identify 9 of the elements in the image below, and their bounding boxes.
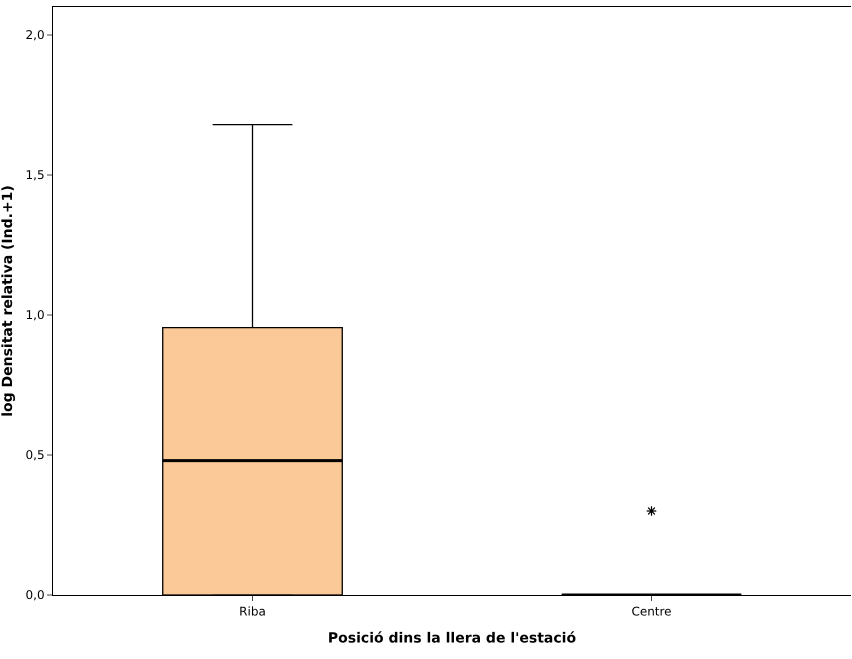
x-tick-label: Centre [631,604,672,618]
y-tick-label: 1,0 [26,308,45,322]
y-tick-label: 0,5 [26,448,45,462]
y-tick-label: 0,0 [26,588,45,602]
y-axis-title: log Densitat relativa (Ind.+1) [0,185,16,417]
y-tick-label: 1,5 [26,168,45,182]
x-axis-title: Posició dins la llera de l'estació [328,630,576,647]
y-tick-label: 2,0 [26,28,45,42]
x-tick-label: Riba [239,604,266,618]
